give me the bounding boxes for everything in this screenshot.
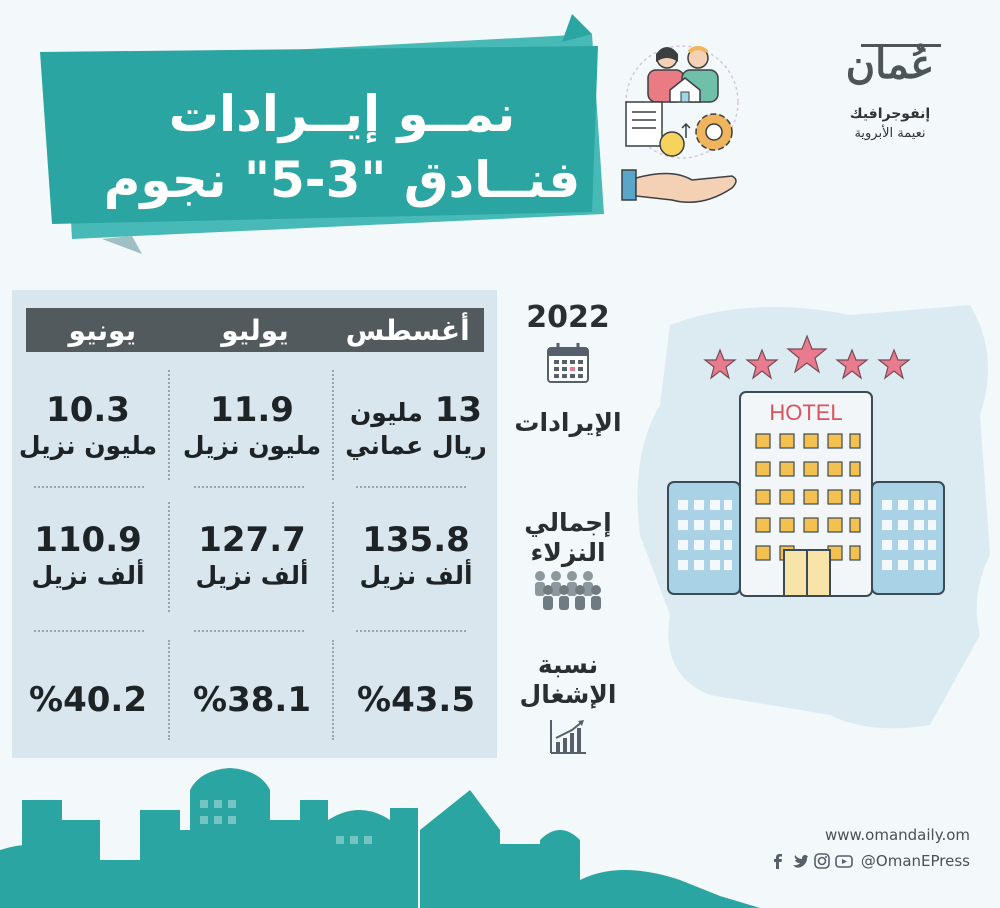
footer-url[interactable]: www.omandaily.om [824,826,970,844]
revenue-june-unit: مليون نزيل [18,431,158,460]
logo-author: نعيمة الأبروية [854,126,926,141]
guests-label-line1: إجمالي [524,508,612,537]
column-separator [168,640,170,740]
row-separator [194,630,304,632]
data-panel: أغسطس يوليو يونيو 13 مليون ريال عماني 11… [12,290,497,758]
twitter-icon[interactable] [791,852,809,870]
hospitality-illustration-icon [621,45,739,203]
guests-june: 110.9 ألف نزيل [12,520,164,592]
page-title: نمــو إيــرادات فنــادق "3-5" نجوم [82,64,602,234]
revenue-august-unit-inline: مليون [349,398,423,427]
instagram-icon[interactable] [813,852,831,870]
revenue-july-value: 11.9 [210,390,294,430]
revenue-august-unit: ريال عماني [345,431,487,460]
revenue-august-value: 13 [434,390,483,430]
column-header-june: يونيو [68,313,137,347]
column-header-july: يوليو [221,313,289,347]
guests-july-value: 127.7 [198,520,306,560]
guests-label: إجمالي النزلاء [508,508,628,568]
occupancy-july: %38.1 [193,680,311,720]
revenue-june-value: 10.3 [46,390,130,430]
title-line-1: نمــو إيــرادات [168,85,516,143]
guests-august-value: 135.8 [362,520,470,560]
row-separator [34,630,144,632]
logo-bar [861,44,941,47]
guests-july: 127.7 ألف نزيل [176,520,328,592]
bar-chart-icon [550,720,586,754]
revenue-july-unit: مليون نزيل [182,431,322,460]
oman-logo: عُمان إنفوجرافيك نعيمة الأبروية [835,40,945,160]
guests-june-unit: ألف نزيل [31,561,145,590]
occupancy-june: %40.2 [29,680,147,720]
occupancy-label: نسبة الإشغال [508,650,628,710]
row-separator [356,486,466,488]
row-separator [356,630,466,632]
title-line-2: فنــادق "3-5" نجوم [103,151,581,209]
logo-mark: عُمان [845,41,935,88]
people-icon [535,571,601,610]
calendar-icon [547,343,589,383]
facebook-icon[interactable] [769,852,787,870]
row-separator [194,486,304,488]
city-skyline [0,768,760,908]
guests-label-line2: النزلاء [530,538,606,567]
banner-shape [40,14,604,254]
revenue-label: الإيرادات [514,408,622,437]
occupancy-august: %43.5 [357,680,475,720]
column-header-august: أغسطس [345,313,470,347]
occupancy-label-line1: نسبة [537,650,599,679]
column-separator [168,370,170,480]
guests-june-value: 110.9 [34,520,142,560]
row-separator [34,486,144,488]
year-label: 2022 [526,300,610,335]
hotel-building-icon: HOTEL [667,334,945,597]
title-banner: نمــو إيــرادات فنــادق "3-5" نجوم [32,14,612,254]
column-separator [332,640,334,740]
month-header-row: أغسطس يوليو يونيو [26,308,484,352]
guests-august: 135.8 ألف نزيل [340,520,492,592]
footer-handle[interactable]: @OmanEPress [860,852,970,870]
logo-section: إنفوجرافيك [849,106,931,122]
revenue-august: 13 مليون ريال عماني [340,390,492,462]
column-separator [332,370,334,480]
revenue-june: 10.3 مليون نزيل [12,390,164,462]
youtube-icon[interactable] [835,852,853,870]
guests-august-unit: ألف نزيل [359,561,473,590]
guests-july-unit: ألف نزيل [195,561,309,590]
column-separator [168,502,170,612]
revenue-july: 11.9 مليون نزيل [176,390,328,462]
column-separator [332,502,334,612]
footer-social: @OmanEPress [755,850,970,872]
occupancy-label-line2: الإشغال [519,680,617,709]
hotel-sign: HOTEL [769,400,842,425]
